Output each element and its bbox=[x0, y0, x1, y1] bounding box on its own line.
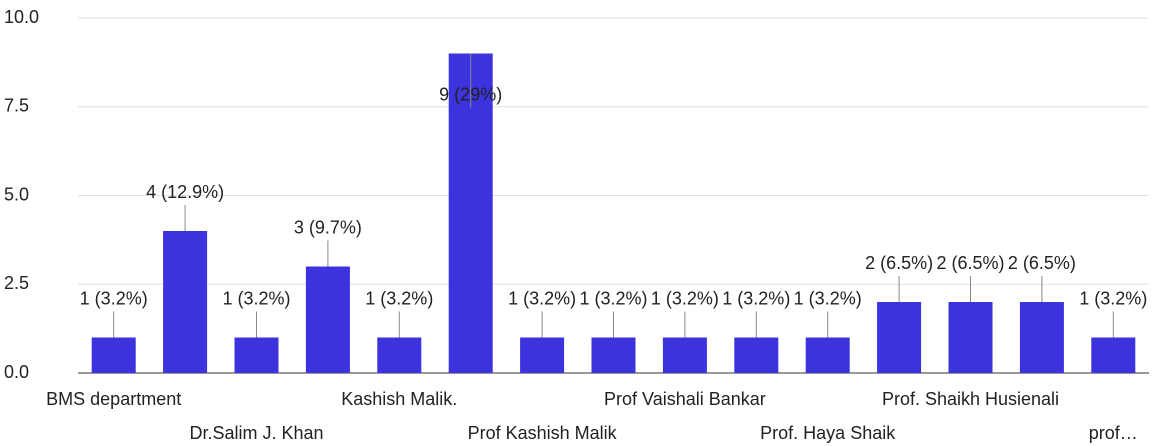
value-label: 1 (3.2%) bbox=[1079, 288, 1147, 308]
bar bbox=[520, 337, 565, 373]
value-label: 2 (6.5%) bbox=[865, 253, 933, 273]
y-tick-label: 0.0 bbox=[4, 362, 29, 382]
value-label: 9 (29%) bbox=[439, 84, 502, 104]
x-tick-label: Prof Kashish Malik bbox=[468, 423, 618, 443]
y-tick-label: 2.5 bbox=[4, 273, 29, 293]
x-tick-label: Prof. Haya Shaik bbox=[760, 423, 896, 443]
bar bbox=[234, 337, 279, 373]
bar bbox=[91, 337, 136, 373]
value-label: 4 (12.9%) bbox=[146, 182, 224, 202]
x-tick-label: Dr.Salim J. Khan bbox=[189, 423, 323, 443]
bar bbox=[948, 302, 993, 373]
bar bbox=[377, 337, 422, 373]
x-tick-label: Prof. Shaikh Husienali bbox=[882, 389, 1059, 409]
bar bbox=[1091, 337, 1136, 373]
bar bbox=[1019, 302, 1064, 373]
bar bbox=[805, 337, 850, 373]
value-label: 1 (3.2%) bbox=[651, 288, 719, 308]
value-label: 1 (3.2%) bbox=[80, 288, 148, 308]
x-tick-label: prof… bbox=[1089, 423, 1138, 443]
y-tick-label: 7.5 bbox=[4, 96, 29, 116]
value-label: 1 (3.2%) bbox=[794, 288, 862, 308]
value-label: 1 (3.2%) bbox=[579, 288, 647, 308]
y-tick-label: 5.0 bbox=[4, 184, 29, 204]
value-label: 1 (3.2%) bbox=[222, 288, 290, 308]
y-tick-label: 10.0 bbox=[4, 7, 39, 27]
value-label: 1 (3.2%) bbox=[365, 288, 433, 308]
value-label: 3 (9.7%) bbox=[294, 217, 362, 237]
value-label: 1 (3.2%) bbox=[722, 288, 790, 308]
value-label: 2 (6.5%) bbox=[1008, 253, 1076, 273]
value-label: 2 (6.5%) bbox=[936, 253, 1004, 273]
x-tick-label: Prof Vaishali Bankar bbox=[604, 389, 766, 409]
value-label: 1 (3.2%) bbox=[508, 288, 576, 308]
x-tick-label: Kashish Malik. bbox=[341, 389, 457, 409]
x-tick-label: BMS department bbox=[46, 389, 181, 409]
bar bbox=[163, 231, 208, 373]
bar bbox=[734, 337, 779, 373]
bar bbox=[877, 302, 922, 373]
bar bbox=[662, 337, 707, 373]
bar bbox=[591, 337, 636, 373]
bar bbox=[305, 266, 350, 373]
